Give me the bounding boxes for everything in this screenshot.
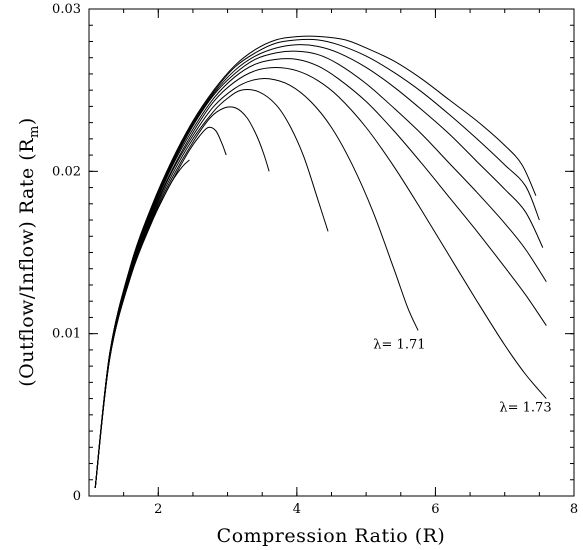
annotations: λ= 1.71 λ= 1.73 — [373, 337, 551, 415]
y-tick-label: 0.03 — [52, 2, 81, 17]
x-tick-label: 6 — [431, 502, 439, 517]
annotation-label: λ= 1.73 — [499, 401, 551, 416]
y-tick-label: 0.01 — [52, 327, 81, 342]
y-tick-label: 0 — [73, 489, 81, 504]
y-tick-labels: 0 0.01 0.02 0.03 — [52, 2, 81, 504]
series-line-1 — [94, 159, 190, 488]
y-axis-title-main: (Outflow/Inflow) Rate (R — [16, 138, 38, 387]
minor-ticks — [89, 9, 574, 496]
annotation-label: λ= 1.71 — [373, 337, 425, 352]
x-axis-title: Compression Ratio (R) — [217, 525, 446, 547]
series-line-8 — [94, 50, 547, 488]
x-tick-label: 8 — [570, 502, 578, 517]
y-axis-title-close: ) — [16, 117, 38, 125]
series-line-4 — [94, 89, 329, 488]
major-ticks — [89, 8, 575, 497]
x-tick-label: 2 — [154, 502, 162, 517]
series-line-7 — [94, 58, 547, 488]
y-axis-title-sub: m — [27, 125, 42, 138]
y-axis-title: (Outflow/Inflow) Rate (Rm) — [16, 117, 42, 387]
series-line-6 — [94, 66, 547, 488]
series-group — [94, 35, 547, 488]
x-tick-label: 4 — [293, 502, 301, 517]
series-line-11 — [94, 35, 537, 488]
y-tick-label: 0.02 — [52, 164, 81, 179]
x-tick-labels: 2 4 6 8 — [154, 502, 578, 517]
plot-frame — [88, 8, 575, 497]
series-line-2 — [94, 126, 227, 488]
series-line-10 — [94, 38, 540, 488]
series-line-5 — [94, 77, 419, 488]
series-line-9 — [94, 44, 544, 488]
